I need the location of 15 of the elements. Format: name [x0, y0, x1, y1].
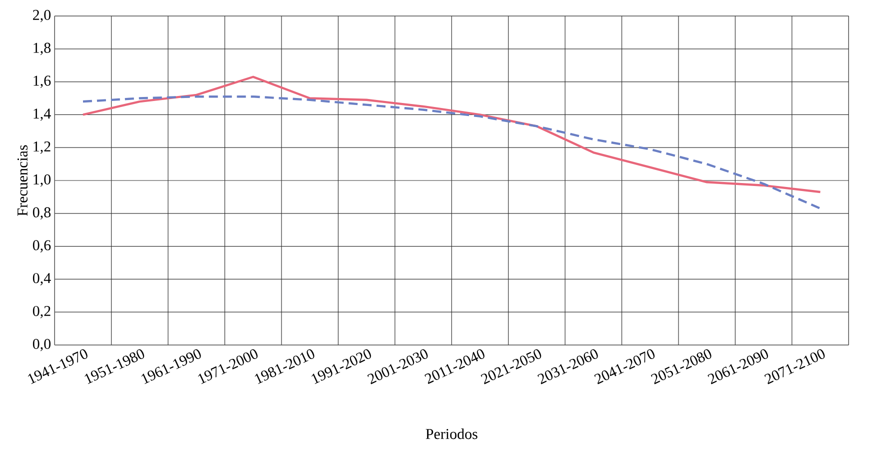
y-tick-label: 0,0 [32, 338, 51, 352]
y-tick-label: 2,0 [33, 10, 51, 22]
y-tick-label: 1,8 [34, 42, 51, 56]
line-series [82, 76, 822, 194]
x-axis-title: Periodos [426, 428, 478, 440]
y-tick-label: 1,4 [34, 108, 51, 121]
y-tick-label: 1,6 [34, 76, 51, 88]
y-axis-title: Frecuencias [17, 145, 28, 216]
y-tick-label: 1,2 [34, 141, 50, 154]
line-series [82, 96, 822, 210]
y-tick-label: 1,0 [34, 174, 51, 187]
y-tick-label: 0,4 [32, 273, 51, 286]
y-tick-label: 0,2 [32, 306, 50, 318]
y-tick-label: 0,6 [32, 240, 51, 252]
y-tick-label: 0,8 [32, 207, 51, 220]
